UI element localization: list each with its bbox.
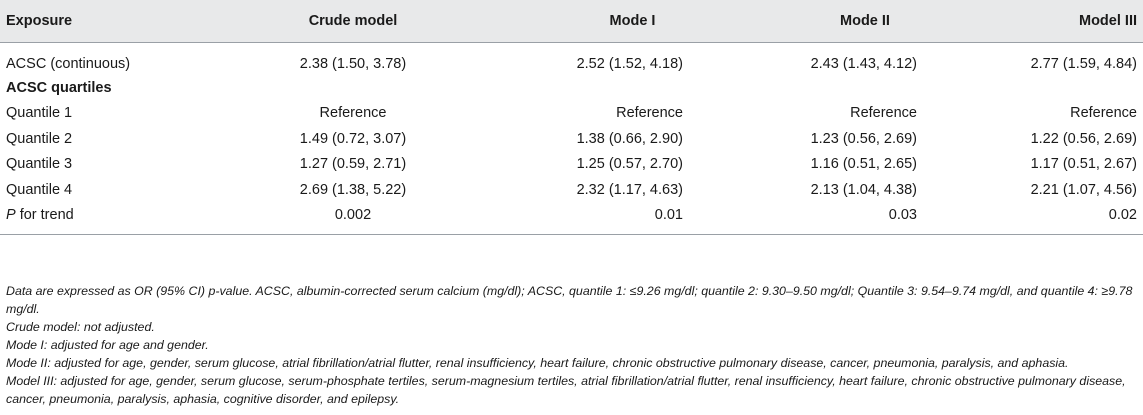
cell-crude-model: 0.002 [258, 202, 448, 235]
row-label: Quantile 2 [6, 130, 73, 147]
section-heading: ACSC quartiles [6, 79, 112, 96]
footnote-data-expression: Data are expressed as OR (95% CI) p-valu… [6, 284, 1133, 316]
cell-crude-model: 2.38 (1.50, 3.78) [299, 56, 407, 72]
header-row: Exposure Crude model Mode I Mode II Mode… [0, 0, 1143, 43]
cell-model-iii: 0.02 [923, 202, 1143, 235]
footnote-mode-i: Mode I: adjusted for age and gender. [6, 338, 209, 352]
cell-model-iii: Reference [1070, 105, 1137, 122]
results-table: Exposure Crude model Mode I Mode II Mode… [0, 0, 1143, 235]
cell-mode-i: 1.38 (0.66, 2.90) [576, 130, 683, 147]
table-body: ACSC (continuous) 2.38 (1.50, 3.78) 2.52… [0, 43, 1143, 235]
cell-crude-model: 2.69 (1.38, 5.22) [299, 181, 407, 198]
cell-mode-i: 2.32 (1.17, 4.63) [576, 181, 683, 198]
cell-model-iii: 2.77 (1.59, 4.84) [1030, 56, 1137, 72]
cell-crude-model: 1.49 (0.72, 3.07) [299, 130, 407, 147]
cell-mode-i: 0.01 [448, 202, 693, 235]
p-symbol: P [6, 207, 16, 224]
table-footnotes: Data are expressed as OR (95% CI) p-valu… [6, 282, 1136, 408]
footnote-crude-model: Crude model: not adjusted. [6, 320, 155, 334]
table-row-section-quartiles: ACSC quartiles [0, 75, 1143, 101]
cell-model-iii: 1.17 (0.51, 2.67) [1030, 156, 1137, 173]
cell-mode-ii: Reference [850, 105, 917, 122]
cell-model-iii: 2.21 (1.07, 4.56) [1030, 181, 1137, 198]
header-mode-i: Mode I [448, 0, 693, 43]
cell-mode-i: Reference [616, 105, 683, 122]
table-row-quantile-3: Quantile 3 1.27 (0.59, 2.71) 1.25 (0.57,… [0, 152, 1143, 178]
cell-model-iii: 1.22 (0.56, 2.69) [1030, 130, 1137, 147]
row-label: Quantile 4 [6, 181, 73, 198]
row-label: Quantile 1 [6, 105, 73, 122]
cell-mode-i: 1.25 (0.57, 2.70) [576, 156, 683, 173]
footnote-model-iii: Model III: adjusted for age, gender, ser… [6, 374, 1126, 406]
header-crude-model: Crude model [258, 0, 448, 43]
header-mode-ii: Mode II [693, 0, 923, 43]
table-row-quantile-2: Quantile 2 1.49 (0.72, 3.07) 1.38 (0.66,… [0, 126, 1143, 152]
cell-mode-ii: 2.13 (1.04, 4.38) [810, 181, 917, 198]
cell-mode-ii: 2.43 (1.43, 4.12) [810, 56, 917, 72]
row-label: P for trend [0, 202, 258, 235]
cell-mode-ii: 1.23 (0.56, 2.69) [810, 130, 917, 147]
results-table-container: Exposure Crude model Mode I Mode II Mode… [0, 0, 1143, 235]
header-model-iii: Model III [923, 0, 1143, 43]
table-row-quantile-4: Quantile 4 2.69 (1.38, 5.22) 2.32 (1.17,… [0, 177, 1143, 203]
cell-mode-ii: 0.03 [693, 202, 923, 235]
cell-mode-ii: 1.16 (0.51, 2.65) [810, 156, 917, 173]
cell-crude-model: Reference [319, 105, 387, 122]
footnote-mode-ii: Mode II: adjusted for age, gender, serum… [6, 356, 1069, 370]
row-label: Quantile 3 [6, 156, 73, 173]
table-row-quantile-1: Quantile 1 Reference Reference Reference… [0, 101, 1143, 127]
p-label-rest: for trend [15, 207, 74, 224]
table-header: Exposure Crude model Mode I Mode II Mode… [0, 0, 1143, 43]
table-row-acsc-continuous: ACSC (continuous) 2.38 (1.50, 3.78) 2.52… [0, 43, 1143, 76]
cell-mode-i: 2.52 (1.52, 4.18) [576, 56, 683, 72]
row-label: ACSC (continuous) [6, 56, 131, 72]
cell-crude-model: 1.27 (0.59, 2.71) [299, 156, 407, 173]
header-exposure: Exposure [0, 0, 258, 43]
table-row-p-for-trend: P for trend 0.002 0.01 0.03 0.02 [0, 202, 1143, 235]
